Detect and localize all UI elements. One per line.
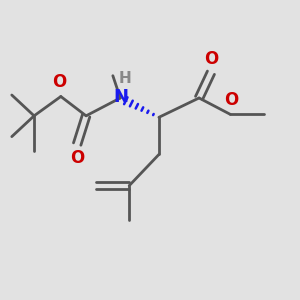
Text: O: O xyxy=(225,91,239,109)
Text: O: O xyxy=(70,148,84,166)
Text: O: O xyxy=(204,50,218,68)
Text: H: H xyxy=(118,71,131,86)
Text: N: N xyxy=(113,88,128,106)
Text: O: O xyxy=(52,73,67,91)
